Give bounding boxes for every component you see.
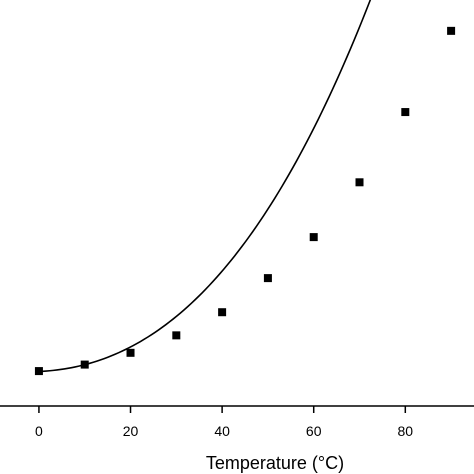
fit-curve	[38, 0, 372, 373]
data-point	[80, 360, 89, 369]
x-tick-label: 20	[123, 423, 139, 439]
data-point	[34, 367, 43, 376]
x-tick-label: 0	[35, 423, 43, 439]
data-point	[172, 331, 181, 340]
x-axis-ticks: 0 20 40 60 80	[35, 406, 413, 439]
data-point	[309, 233, 318, 242]
x-tick-label: 40	[214, 423, 230, 439]
data-point	[447, 26, 456, 35]
data-point	[355, 178, 364, 187]
x-axis-title: Temperature (°C)	[206, 453, 344, 473]
data-point	[218, 308, 227, 317]
plot-area	[34, 0, 456, 376]
data-point	[401, 108, 410, 117]
data-point	[126, 348, 135, 357]
data-point	[263, 274, 272, 283]
x-tick-label: 60	[306, 423, 322, 439]
x-tick-label: 80	[398, 423, 414, 439]
